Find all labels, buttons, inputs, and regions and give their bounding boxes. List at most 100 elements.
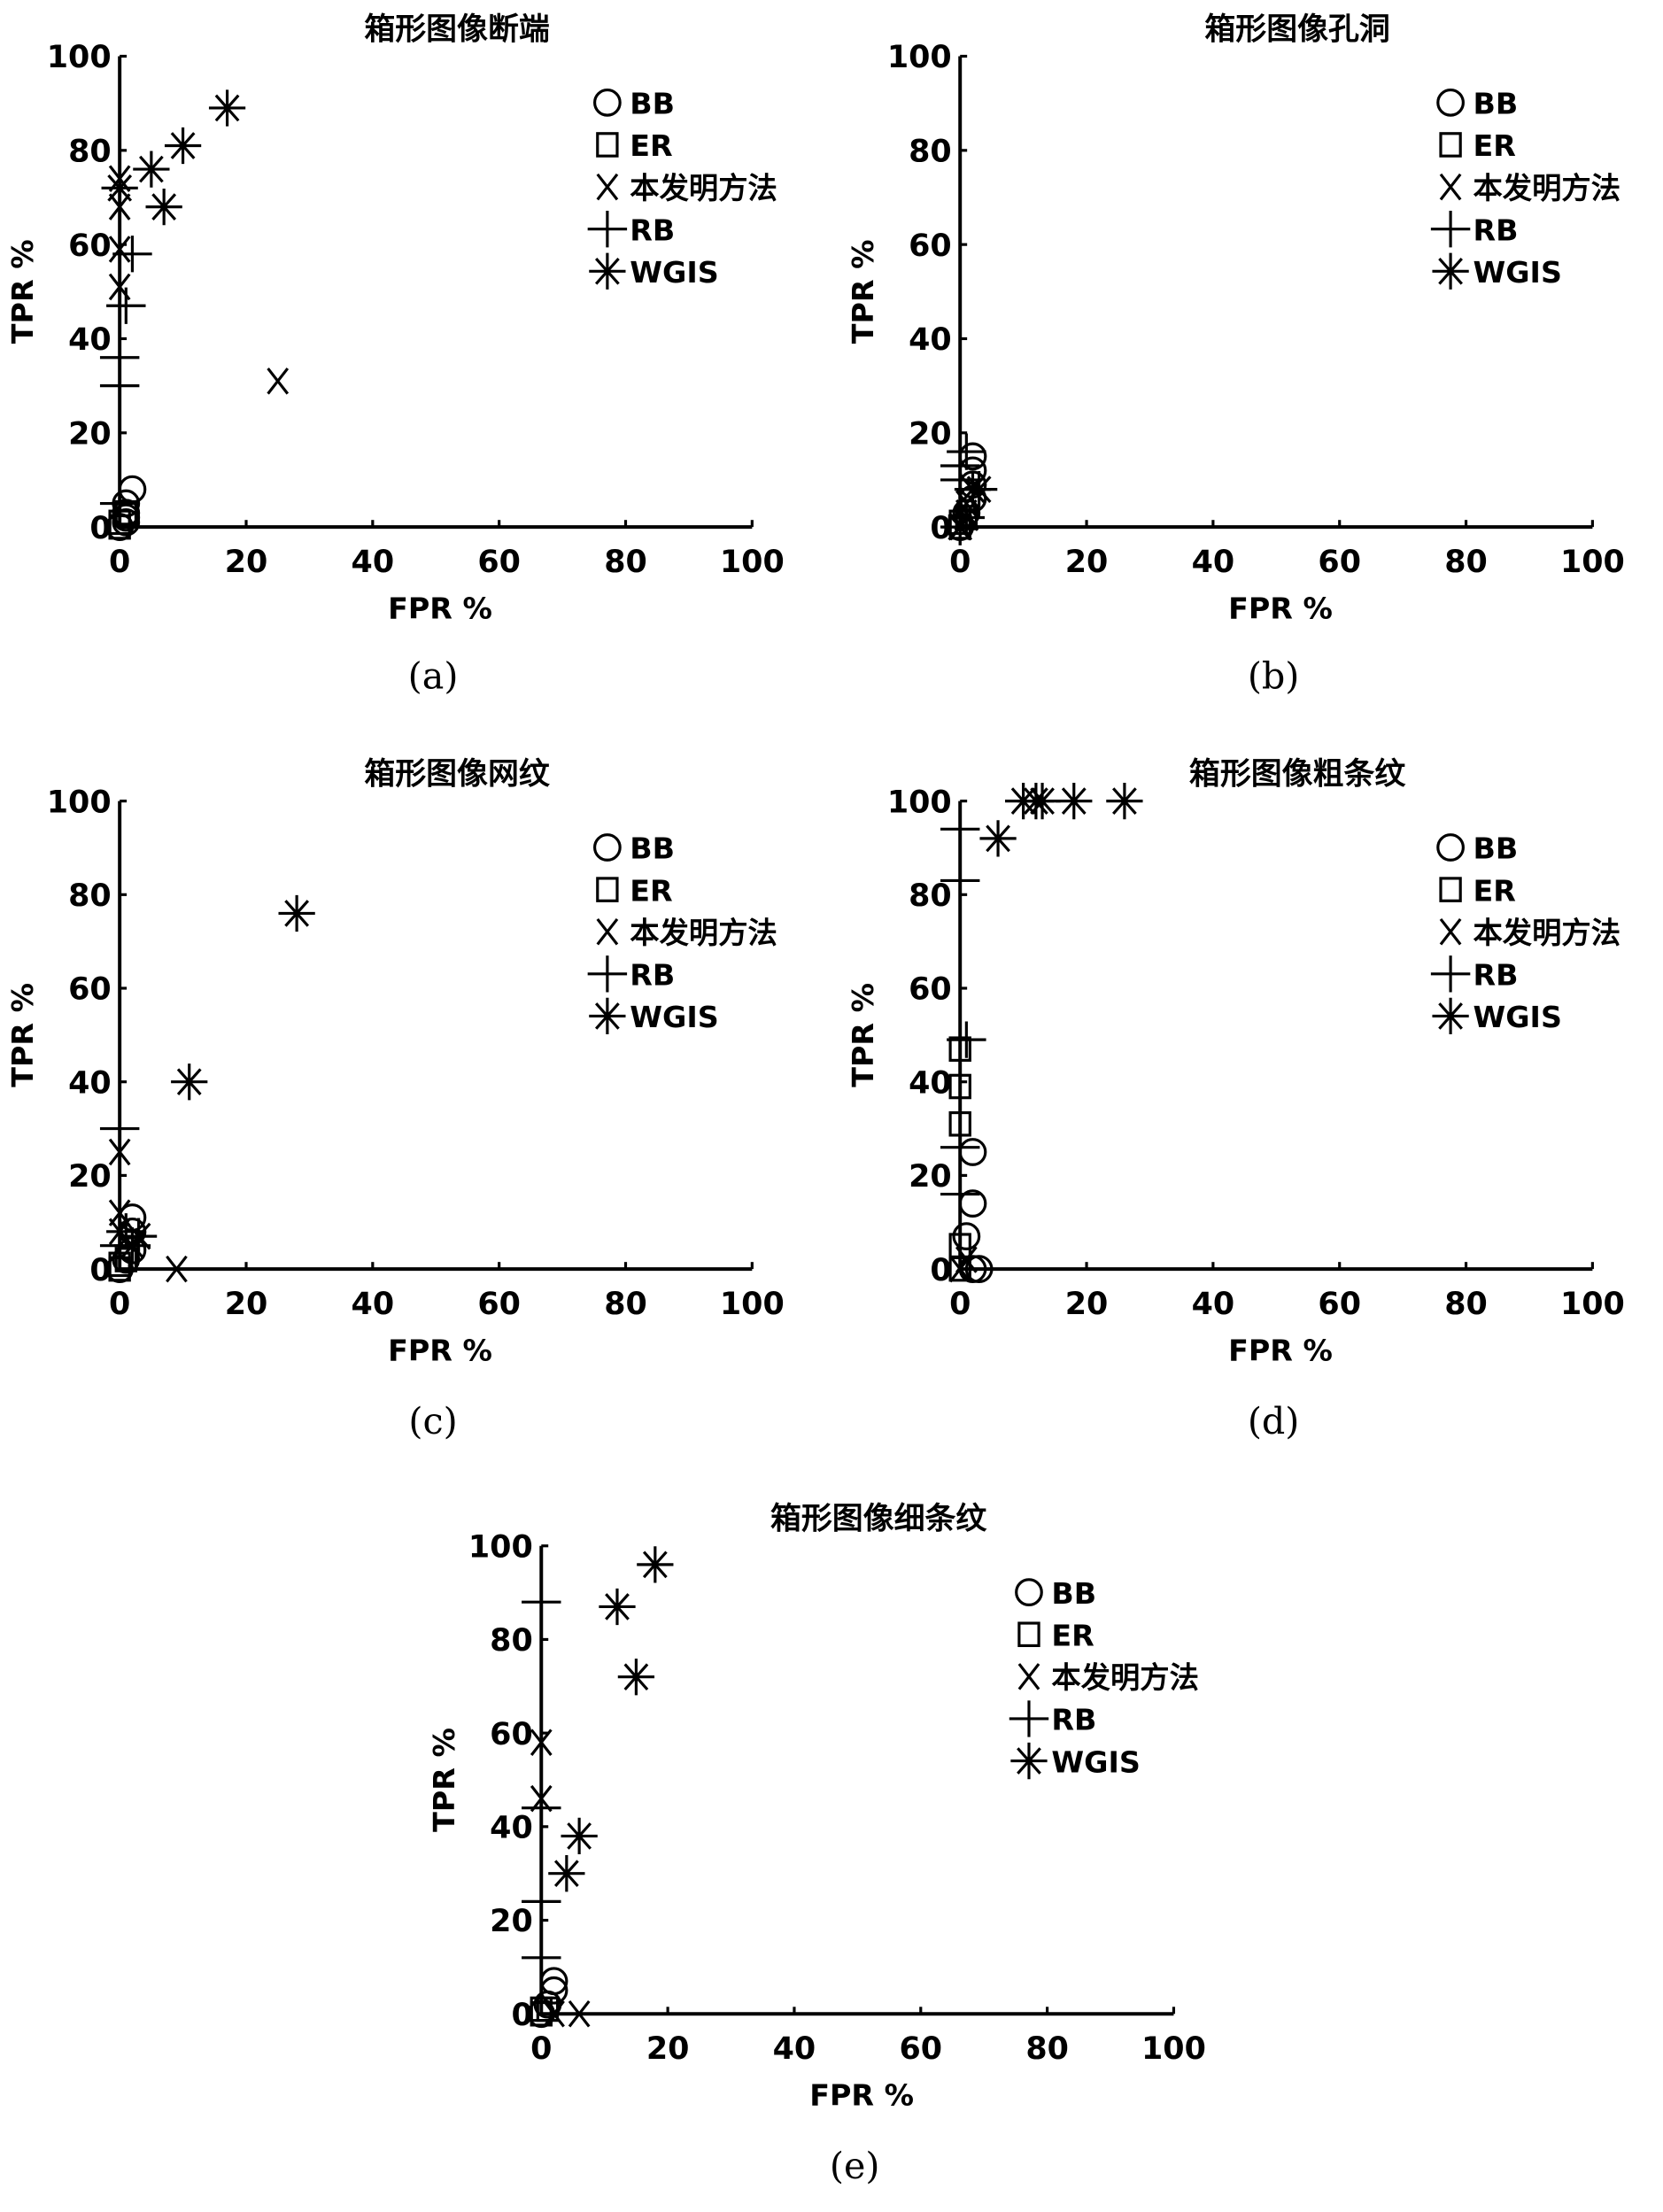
- legend-marker-square: [1439, 132, 1462, 158]
- data-point-plus: [112, 236, 152, 273]
- y-tick-label: 0: [930, 1253, 951, 1288]
- data-point-star: [113, 1227, 151, 1265]
- y-tick-label: 20: [909, 417, 952, 452]
- legend-marker-circle: [1436, 833, 1465, 862]
- data-point-plus: [99, 484, 140, 522]
- y-tick-label: 20: [68, 417, 112, 452]
- x-tick-label: 80: [604, 1287, 647, 1322]
- legend-marker-star: [1010, 1742, 1048, 1780]
- legend-marker-x: [1439, 917, 1462, 946]
- data-point-star: [164, 127, 202, 165]
- chart-title: 箱形图像细条纹: [770, 1502, 987, 1537]
- x-tick-label: 0: [949, 1287, 971, 1322]
- y-tick-label: 60: [68, 972, 112, 1008]
- x-tick-label: 60: [1318, 1287, 1361, 1322]
- data-point-star: [548, 1855, 585, 1892]
- y-axis-label: TPR %: [5, 239, 40, 344]
- data-point-star: [561, 1817, 598, 1855]
- y-tick-label: 20: [490, 1904, 533, 1939]
- legend-marker-star: [1432, 252, 1469, 290]
- legend-marker-plus: [587, 211, 628, 248]
- x-tick-label: 100: [1560, 545, 1625, 580]
- data-point-x: [530, 1729, 553, 1756]
- y-tick-label: 100: [468, 1529, 533, 1565]
- data-point-x: [108, 236, 131, 263]
- legend-label: WGIS: [630, 1000, 718, 1034]
- data-point-x: [568, 1999, 591, 2028]
- data-point-plus: [522, 1939, 561, 1976]
- data-point-square: [948, 1036, 971, 1062]
- data-point-plus: [522, 1883, 561, 1921]
- legend-marker-square: [1439, 877, 1462, 902]
- chart-panel-d: 0 20 40 60 80 100 0 20 40 60 80 100 箱形图像粗条纹 FPR % TPR …: [846, 757, 1625, 1442]
- data-point-star: [1056, 782, 1093, 820]
- legend-label: ER: [1051, 1618, 1094, 1652]
- legend-label: WGIS: [1473, 255, 1561, 290]
- legend-label: RB: [1473, 958, 1518, 993]
- legend-label: WGIS: [1473, 1000, 1561, 1034]
- data-point-x: [543, 1999, 565, 2028]
- legend: BB ER 本发明方法 RB WGIS: [587, 831, 777, 1035]
- y-tick-label: 20: [68, 1159, 112, 1195]
- data-point-star: [101, 169, 138, 206]
- x-tick-label: 40: [1192, 545, 1235, 580]
- data-point-circle: [118, 475, 147, 504]
- data-point-star: [979, 820, 1017, 857]
- y-tick-label: 100: [887, 40, 952, 75]
- x-tick-label: 60: [1318, 545, 1361, 580]
- legend-label: RB: [1051, 1703, 1096, 1737]
- legend-label: BB: [1051, 1576, 1096, 1611]
- data-point-plus: [940, 1129, 980, 1166]
- x-tick-label: 20: [225, 545, 268, 580]
- x-tick-label: 20: [646, 2031, 690, 2067]
- x-tick-label: 60: [899, 2031, 942, 2067]
- legend-label: RB: [1473, 213, 1518, 247]
- panel-caption: (e): [830, 2145, 880, 2187]
- legend-label: BB: [630, 87, 675, 121]
- legend-marker-circle: [1436, 88, 1465, 117]
- data-point-plus: [940, 447, 980, 484]
- legend-label: RB: [630, 213, 675, 247]
- x-tick-label: 20: [1065, 545, 1109, 580]
- data-point-plus: [99, 1110, 140, 1148]
- legend-marker-plus: [1430, 955, 1471, 993]
- legend-marker-star: [589, 997, 626, 1035]
- panel-caption: (b): [1248, 655, 1300, 698]
- data-point-star: [637, 1546, 674, 1583]
- data-point-star: [961, 470, 998, 508]
- data-point-plus: [940, 810, 980, 847]
- legend-label: 本发明方法: [1051, 1660, 1199, 1695]
- legend-label: RB: [630, 958, 675, 993]
- legend-label: 本发明方法: [1473, 171, 1620, 205]
- x-tick-label: 100: [720, 545, 785, 580]
- legend-marker-x: [596, 917, 619, 946]
- legend-label: ER: [630, 128, 672, 163]
- legend-label: 本发明方法: [1473, 916, 1620, 950]
- y-tick-label: 80: [909, 878, 952, 914]
- y-axis-label: TPR %: [846, 239, 880, 344]
- x-tick-label: 40: [773, 2031, 816, 2067]
- data-point-plus: [947, 433, 986, 470]
- y-tick-label: 80: [68, 878, 112, 914]
- legend-marker-circle: [592, 88, 622, 117]
- data-point-x: [108, 1138, 131, 1166]
- data-point-star: [599, 1588, 636, 1626]
- y-axis-label: TPR %: [5, 983, 40, 1087]
- x-tick-label: 80: [1444, 545, 1488, 580]
- legend-label: WGIS: [1051, 1744, 1140, 1779]
- x-axis-label: FPR %: [1228, 591, 1333, 625]
- data-point-x: [267, 367, 290, 395]
- y-tick-label: 80: [909, 135, 952, 170]
- legend-label: BB: [1473, 87, 1518, 121]
- data-point-x: [955, 1246, 978, 1273]
- x-tick-label: 20: [225, 1287, 268, 1322]
- y-tick-label: 100: [47, 785, 112, 820]
- x-tick-label: 40: [352, 545, 395, 580]
- x-axis-label: FPR %: [388, 591, 492, 625]
- legend: BB ER 本发明方法 RB WGIS: [1009, 1576, 1199, 1779]
- x-tick-label: 40: [352, 1287, 395, 1322]
- data-point-square: [114, 499, 138, 526]
- legend-marker-x: [596, 173, 619, 201]
